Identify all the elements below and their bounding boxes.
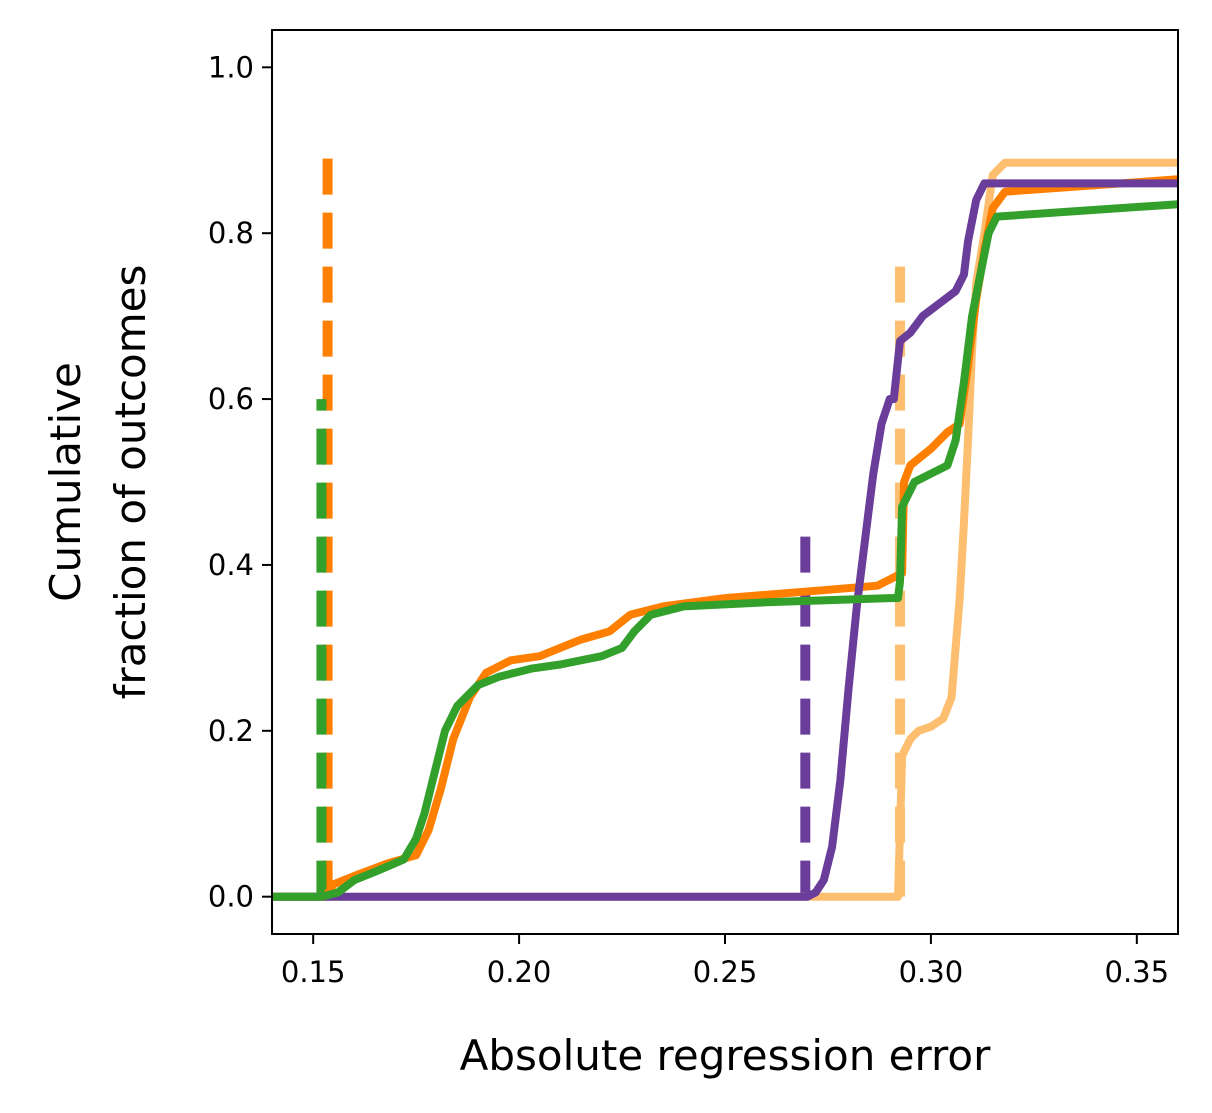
x-tick-label-2: 0.25 xyxy=(693,955,758,989)
series-line-3 xyxy=(272,200,1178,901)
y-tick-label-3: 0.6 xyxy=(208,382,254,416)
y-tick-label-2: 0.4 xyxy=(208,548,254,582)
plot-area xyxy=(271,29,1179,935)
y-axis: 0.0 0.2 0.4 0.6 0.8 1.0 xyxy=(208,50,272,914)
x-axis: 0.15 0.20 0.25 0.30 0.35 xyxy=(281,934,1169,989)
y-tick-label-1: 0.2 xyxy=(208,714,254,748)
y-tick-label-5: 1.0 xyxy=(208,50,254,84)
x-tick-label-4: 0.35 xyxy=(1105,955,1170,989)
y-axis-title-line-1: Cumulative xyxy=(41,362,90,602)
x-tick-label-0: 0.15 xyxy=(281,955,346,989)
y-axis-title-line-2: fraction of outcomes xyxy=(106,265,155,700)
x-tick-label-1: 0.20 xyxy=(487,955,552,989)
x-tick-label-3: 0.30 xyxy=(899,955,964,989)
y-tick-label-0: 0.0 xyxy=(208,880,254,914)
series-line-1 xyxy=(272,175,1178,901)
series-line-0 xyxy=(272,158,1178,901)
y-tick-label-4: 0.8 xyxy=(208,216,254,250)
series-line-2 xyxy=(272,179,1178,901)
x-axis-title: Absolute regression error xyxy=(460,1031,991,1080)
